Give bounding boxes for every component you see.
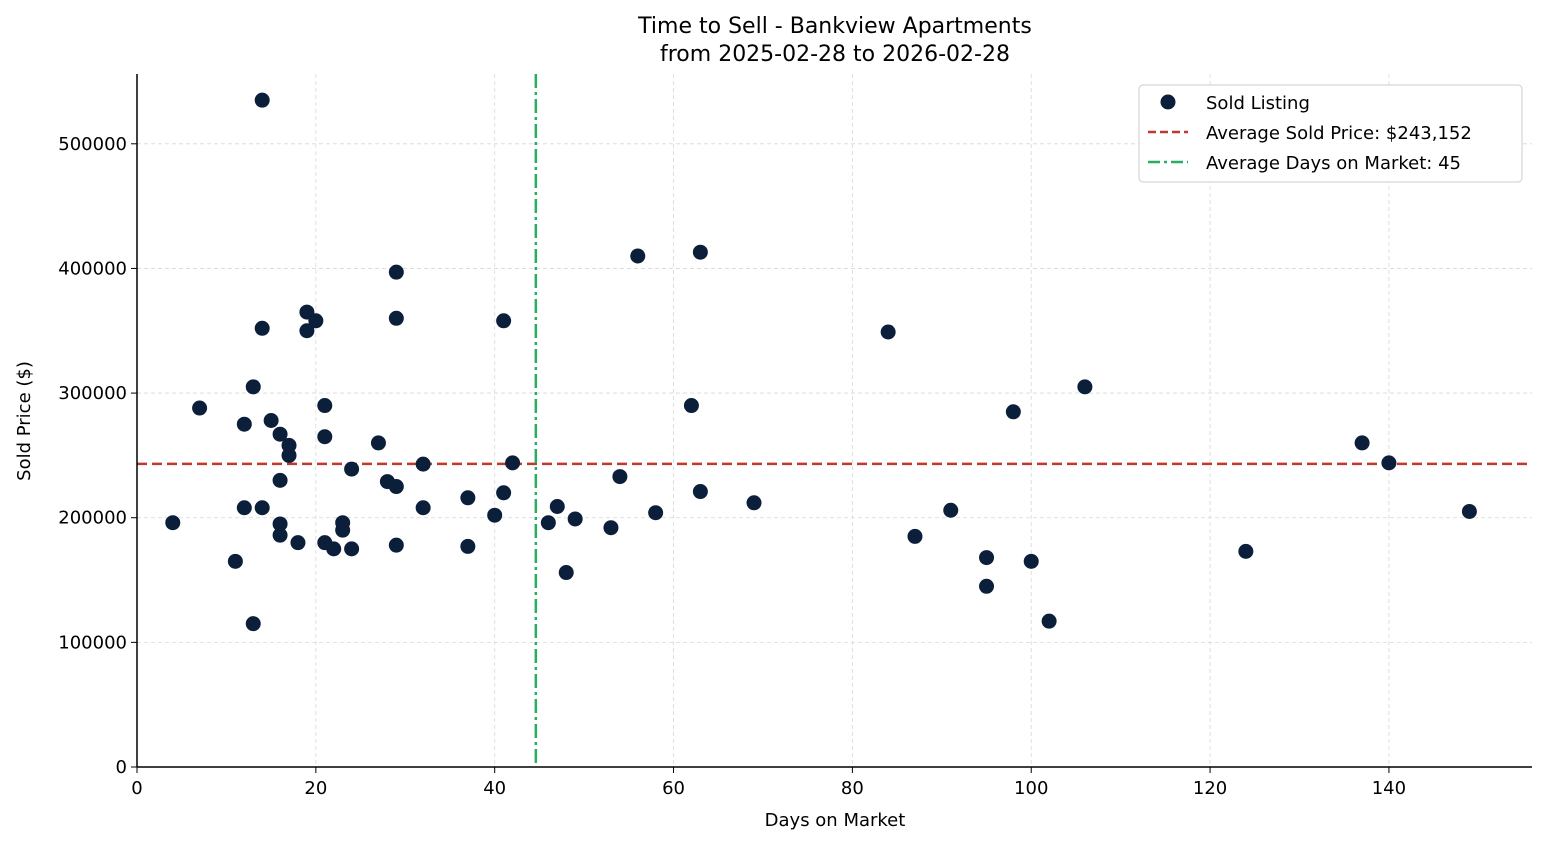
y-tick-label: 400000 (58, 258, 127, 279)
data-point (1381, 455, 1397, 471)
legend-label: Average Days on Market: 45 (1206, 153, 1461, 174)
data-point (245, 379, 261, 395)
data-point (272, 527, 288, 543)
data-point (505, 455, 521, 471)
data-point (1238, 543, 1254, 559)
data-point (326, 541, 342, 557)
legend-label: Average Sold Price: $243,152 (1206, 123, 1472, 144)
data-point (236, 500, 252, 516)
data-point (308, 313, 324, 329)
data-point (603, 520, 619, 536)
data-point (388, 479, 404, 495)
data-point (460, 538, 476, 554)
x-tick-label: 20 (304, 778, 327, 799)
data-point (272, 426, 288, 442)
data-point (236, 416, 252, 432)
y-tick-label: 500000 (58, 134, 127, 155)
data-point (272, 516, 288, 532)
data-point (746, 495, 762, 511)
data-point (496, 313, 512, 329)
data-point (1023, 553, 1039, 569)
data-point (299, 323, 315, 339)
x-tick-label: 120 (1193, 778, 1227, 799)
y-tick-label: 0 (116, 757, 127, 778)
data-point (1354, 435, 1370, 451)
data-point (907, 528, 923, 544)
data-point (388, 537, 404, 553)
data-point (496, 485, 512, 501)
data-point (979, 578, 995, 594)
data-point (388, 310, 404, 326)
y-axis-label: Sold Price ($) (14, 361, 35, 481)
data-point (630, 248, 646, 264)
legend-label: Sold Listing (1206, 93, 1310, 114)
chart-subtitle: from 2025-02-28 to 2026-02-28 (660, 42, 1010, 67)
data-point (683, 398, 699, 414)
x-tick-label: 60 (662, 778, 685, 799)
data-point (290, 535, 306, 551)
data-point (344, 541, 360, 557)
legend: Sold Listing Average Sold Price: $243,152… (1138, 84, 1523, 183)
data-point (245, 616, 261, 632)
data-point (165, 515, 181, 531)
y-tick-label: 100000 (58, 632, 127, 653)
data-point (254, 500, 270, 516)
data-point (692, 484, 708, 500)
data-point (263, 413, 279, 428)
y-tick-label: 300000 (58, 383, 127, 404)
data-point (281, 447, 297, 463)
x-axis-label: Days on Market (765, 810, 906, 831)
data-point (388, 264, 404, 280)
x-tick-label: 0 (131, 778, 142, 799)
data-point (979, 550, 995, 566)
data-point (335, 522, 351, 538)
data-point (692, 244, 708, 260)
data-point (317, 429, 333, 445)
data-point (1461, 503, 1477, 519)
y-tick-label: 200000 (58, 508, 127, 529)
data-point (1077, 379, 1093, 395)
data-point (567, 511, 583, 527)
data-point (558, 565, 574, 581)
data-point (487, 507, 503, 523)
data-point (612, 469, 628, 485)
data-point (943, 502, 959, 518)
data-point (344, 461, 360, 477)
data-point (1005, 404, 1021, 420)
data-point (317, 398, 333, 414)
data-point (415, 500, 431, 516)
x-tick-label: 40 (483, 778, 506, 799)
data-point (648, 505, 664, 521)
data-point (549, 499, 565, 515)
data-point (272, 472, 288, 488)
data-point (540, 515, 556, 531)
data-point (880, 324, 896, 340)
x-tick-label: 80 (841, 778, 864, 799)
data-point (254, 92, 270, 108)
data-point (192, 400, 208, 416)
data-point (227, 553, 243, 569)
legend-box (1138, 84, 1523, 183)
data-point (254, 320, 270, 336)
data-point (415, 456, 431, 472)
legend-marker-icon (1160, 94, 1176, 110)
data-point (1041, 613, 1057, 629)
x-tick-label: 140 (1372, 778, 1406, 799)
data-point (460, 490, 476, 506)
x-tick-label: 100 (1014, 778, 1048, 799)
chart-title: Time to Sell - Bankview Apartments (637, 14, 1032, 39)
data-point (370, 435, 386, 451)
